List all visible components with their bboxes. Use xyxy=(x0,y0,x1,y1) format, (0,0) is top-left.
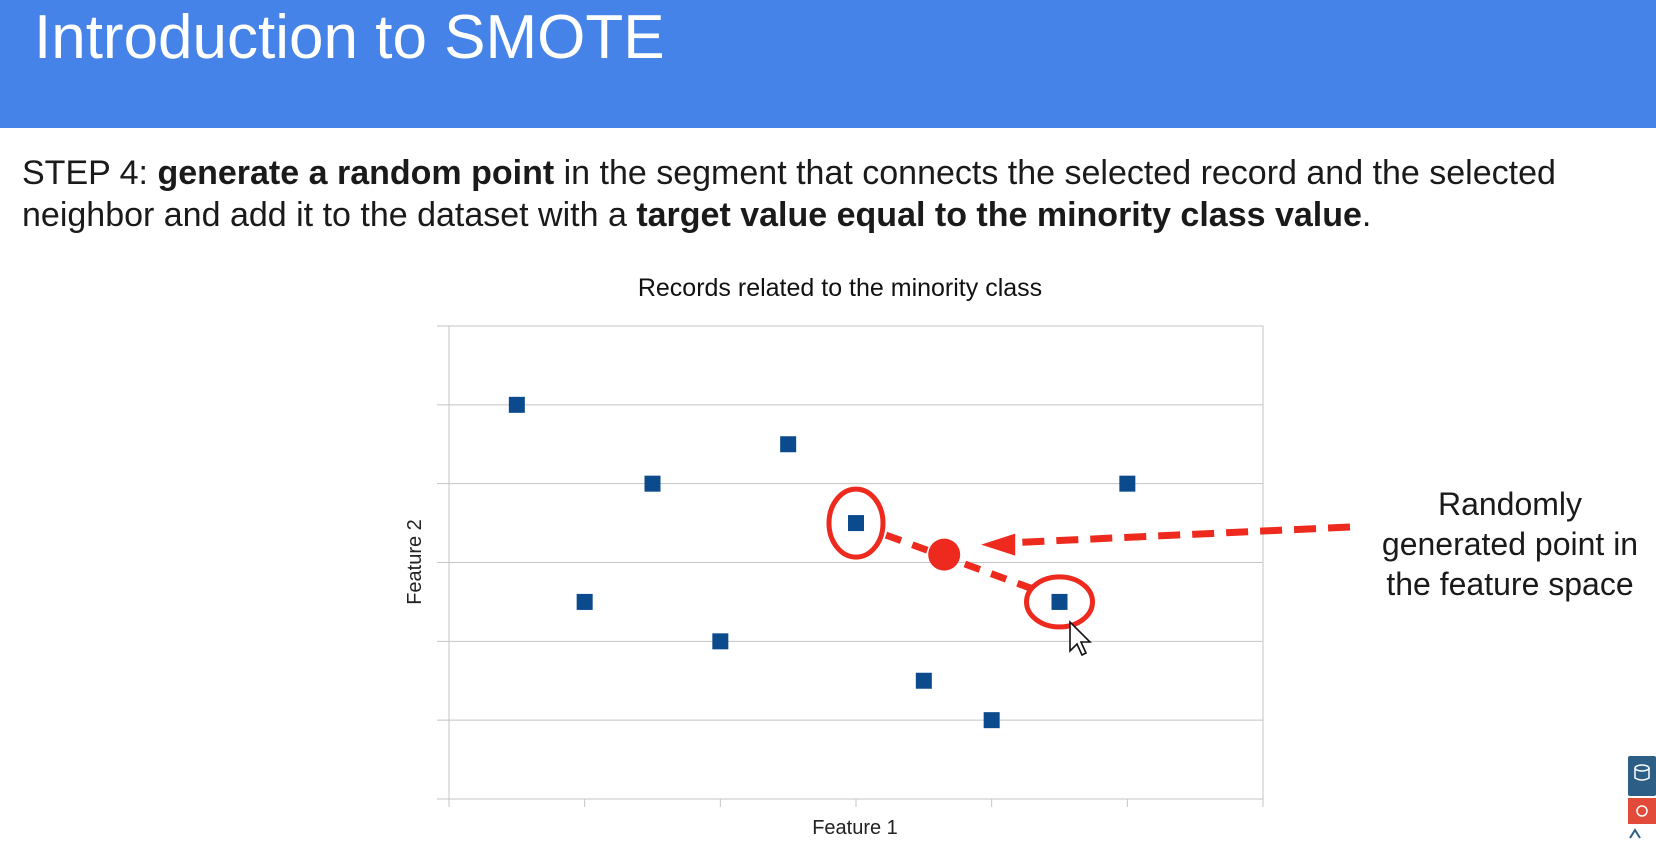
step-suffix: . xyxy=(1361,196,1372,234)
grid-layer xyxy=(437,325,1264,800)
generated-point xyxy=(928,538,961,571)
slide-title: Introduction to SMOTE xyxy=(34,3,665,72)
data-point xyxy=(644,475,661,492)
data-point xyxy=(780,436,797,453)
generated-point-annotation: Randomly generated point in the feature … xyxy=(1360,484,1656,604)
data-point xyxy=(712,633,729,650)
chart-title: Records related to the minority class xyxy=(637,274,1043,302)
annotation-line: generated point in xyxy=(1381,526,1639,562)
annotation-arrow-head xyxy=(981,533,1016,556)
mouse-cursor-icon xyxy=(1069,620,1092,657)
data-point xyxy=(848,515,864,532)
selected-record-circle xyxy=(826,486,886,560)
data-point xyxy=(915,672,932,689)
y-axis-label: Feature 2 xyxy=(404,519,426,605)
slide-header: Introduction to SMOTE xyxy=(0,0,1656,128)
annotation-line: Randomly xyxy=(1437,486,1583,522)
annotation-line: the feature space xyxy=(1386,566,1634,602)
data-point xyxy=(983,712,1000,729)
tick-layer xyxy=(448,799,1264,807)
data-point xyxy=(576,593,593,610)
point-layer xyxy=(508,396,1136,729)
annotation-arrow-line xyxy=(1014,523,1351,547)
step-description: STEP 4: generate a random point in the s… xyxy=(22,152,1647,236)
step-middle-text: in the segment that connects the selecte… xyxy=(22,154,1556,234)
data-point xyxy=(1119,475,1136,492)
step-prefix: STEP 4: xyxy=(22,154,158,192)
data-point xyxy=(1051,593,1068,610)
step-bold-random-point: generate a random point xyxy=(157,154,555,192)
highlight-layer xyxy=(826,486,1351,630)
x-axis-label: Feature 1 xyxy=(812,817,898,839)
step-bold-target-value: target value equal to the minority class… xyxy=(636,196,1362,234)
selected-neighbor-circle xyxy=(1024,574,1095,630)
data-point xyxy=(508,396,525,413)
university-logo xyxy=(1628,756,1656,839)
